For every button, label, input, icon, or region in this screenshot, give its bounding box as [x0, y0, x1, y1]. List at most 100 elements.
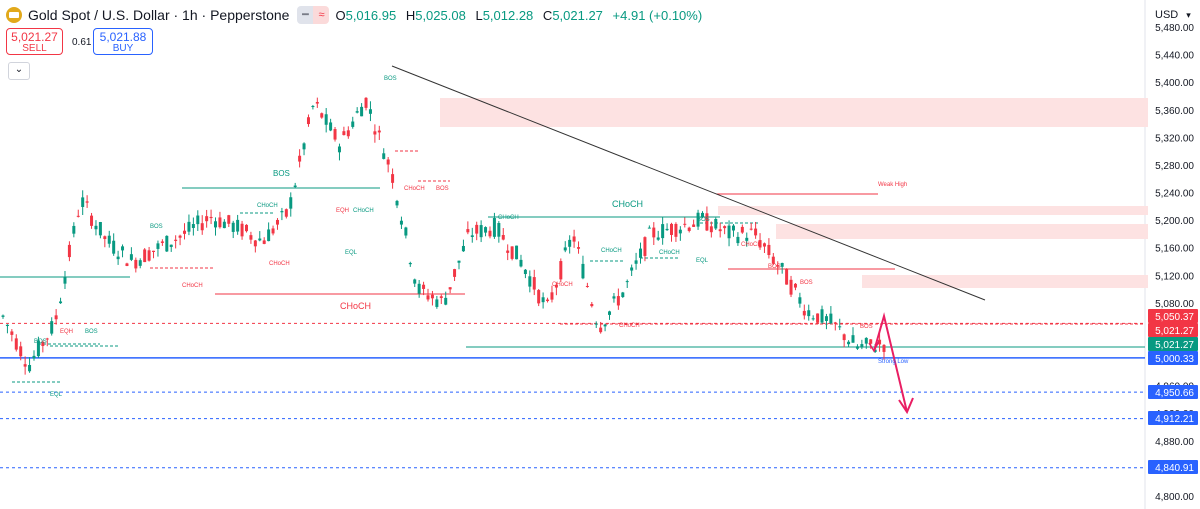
candle-body — [776, 265, 780, 267]
price-axis-tick-label: 5,200.00 — [1155, 216, 1194, 227]
candle-body — [289, 197, 293, 209]
candle-body — [306, 117, 310, 125]
price-axis-tag-label: 4,912.21 — [1155, 414, 1194, 425]
candle-body — [76, 215, 80, 217]
candle-body — [608, 311, 612, 315]
candle-body — [395, 200, 399, 206]
chart-annotation-label: CHoCH — [619, 323, 640, 329]
price-axis-tag-label: 5,021.27 — [1155, 326, 1194, 337]
candle-body — [767, 244, 771, 256]
open-label: O — [335, 7, 346, 23]
candle-body — [41, 341, 45, 346]
candle-body — [612, 296, 616, 299]
candle-body — [280, 211, 284, 213]
candle-body — [5, 324, 9, 327]
candle-body — [404, 227, 408, 236]
candle-body — [377, 130, 381, 133]
candle-body — [1, 315, 5, 317]
ohlc-values: O5,016.95 H5,025.08 L5,012.28 C5,021.27 … — [335, 8, 708, 23]
supply-zone — [440, 98, 1148, 127]
candle-body — [205, 216, 209, 222]
candle-body — [244, 224, 248, 232]
candle-body — [373, 131, 377, 135]
candle-body — [470, 235, 474, 237]
market-status-pill[interactable]: ━ ≈ — [297, 6, 330, 24]
candle-body — [32, 355, 36, 359]
candle-body — [780, 262, 784, 267]
candle-body — [621, 292, 625, 298]
candle-body — [435, 299, 439, 307]
candle-body — [723, 226, 727, 229]
candle-body — [426, 295, 430, 300]
chart-annotation-label: BOS — [150, 224, 163, 230]
candle-body — [559, 261, 563, 280]
candle-body — [687, 227, 691, 231]
candle-body — [652, 227, 656, 238]
candle-body — [554, 284, 558, 288]
candle-body — [36, 340, 40, 357]
candle-body — [838, 326, 842, 328]
candle-body — [107, 235, 111, 244]
candle-body — [488, 230, 492, 237]
candle-body — [510, 246, 514, 259]
candle-body — [342, 131, 346, 136]
candle-body — [249, 235, 253, 240]
candle-body — [665, 228, 669, 231]
candle-body — [116, 256, 120, 260]
candle-body — [669, 223, 673, 235]
candle-body — [422, 284, 426, 289]
buy-button[interactable]: 5,021.88 BUY — [93, 28, 153, 55]
candle-body — [740, 226, 744, 233]
candle-body — [851, 335, 855, 343]
price-axis-tick-label: 5,280.00 — [1155, 161, 1194, 172]
price-axis-tick-label: 5,160.00 — [1155, 244, 1194, 255]
candle-body — [329, 122, 333, 131]
candle-body — [453, 269, 457, 277]
price-axis-tick-label: 5,480.00 — [1155, 23, 1194, 34]
candle-body — [842, 334, 846, 341]
candle-body — [94, 225, 98, 230]
candle-body — [355, 111, 359, 113]
chart-annotation-label: CHoCH — [353, 208, 374, 214]
high-label: H — [405, 7, 416, 23]
candle-body — [634, 260, 638, 264]
currency-selector[interactable]: USD ▾ — [1149, 4, 1199, 26]
supply-zone — [776, 224, 1148, 239]
price-axis-tag — [1148, 351, 1198, 365]
candle-body — [227, 215, 231, 224]
candle-body — [855, 346, 859, 349]
candle-body — [639, 248, 643, 258]
currency-label: USD — [1155, 9, 1179, 21]
candle-body — [754, 228, 758, 236]
candle-body — [466, 229, 470, 233]
candle-body — [23, 364, 27, 367]
candle-body — [603, 324, 607, 327]
price-axis-tick-label: 5,240.00 — [1155, 189, 1194, 200]
candle-body — [333, 129, 337, 140]
chart-annotation-label: EQL — [345, 250, 358, 256]
candle-body — [793, 283, 797, 288]
candle-body — [492, 218, 496, 237]
candle-body — [833, 322, 837, 324]
candle-body — [311, 106, 315, 108]
candle-body — [271, 228, 275, 234]
chart-annotation-label: BOS — [697, 217, 710, 223]
sell-button[interactable]: 5,021.27 SELL — [6, 28, 63, 55]
candle-body — [218, 217, 222, 228]
candle-body — [678, 229, 682, 234]
candle-body — [718, 229, 722, 232]
market-closed-icon: ━ — [297, 6, 314, 24]
candle-body — [165, 235, 169, 252]
collapse-chevron-icon[interactable]: ⌄ — [8, 62, 30, 80]
candle-body — [811, 318, 815, 320]
chart-annotation-label: BOS — [273, 169, 290, 178]
price-axis-tag-label: 5,050.37 — [1155, 312, 1194, 323]
price-axis-tag — [1148, 385, 1198, 399]
candle-body — [714, 218, 718, 229]
candle-body — [275, 219, 279, 225]
candle-body — [413, 279, 417, 284]
candle-body — [882, 344, 886, 352]
symbol-title[interactable]: Gold Spot / U.S. Dollar · 1h · Peppersto… — [28, 7, 290, 23]
chart-annotation-label: CHoCH — [612, 199, 643, 209]
